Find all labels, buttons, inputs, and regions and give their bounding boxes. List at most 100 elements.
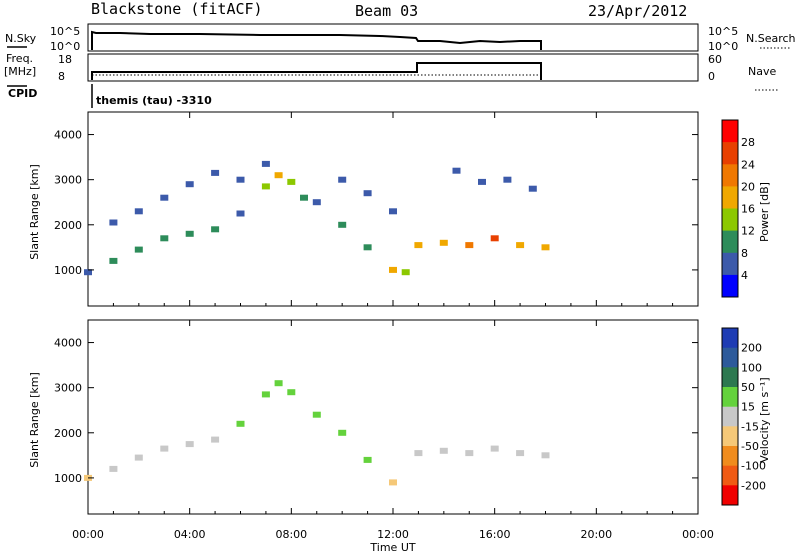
velocity-colorbar: 200 100 50 15 -15 -50 -100 -200 Velocity [m s⁻¹… <box>721 327 771 506</box>
power-point <box>401 269 410 276</box>
velocity-colorbar-label: -15 <box>741 420 759 433</box>
y-tick-label: 3000 <box>54 174 82 187</box>
freq-unit: [MHz] <box>4 65 36 78</box>
power-point <box>389 208 397 215</box>
x-tick-label: 00:00 <box>682 528 714 541</box>
cpid-text: themis (tau) -3310 <box>96 94 212 107</box>
power-colorbar-label: 16 <box>741 203 755 216</box>
freq-tick-bottom: 8 <box>58 70 65 83</box>
power-point <box>541 244 550 251</box>
velocity-point <box>439 447 448 454</box>
power-colorbar-swatch <box>722 274 738 298</box>
velocity-colorbar-label: 15 <box>741 401 755 414</box>
power-point <box>109 219 118 226</box>
velocity-colorbar-label: -100 <box>741 460 766 473</box>
power-point <box>516 242 525 249</box>
nave-label: Nave <box>748 65 776 78</box>
power-point <box>236 176 245 183</box>
freq-tick-top: 18 <box>58 53 72 66</box>
power-point <box>160 235 169 242</box>
velocity-colorbar-label: 100 <box>741 361 762 374</box>
velocity-point <box>465 450 474 457</box>
power-colorbar-label: 24 <box>741 158 755 171</box>
noise-left-tick-bottom: 10^0 <box>50 40 80 53</box>
power-colorbar-swatch <box>722 252 738 276</box>
power-y-ticks: 4000 3000 2000 1000 <box>54 129 698 277</box>
power-point <box>274 172 283 179</box>
x-tick-label: 04:00 <box>174 528 206 541</box>
power-point <box>439 239 448 246</box>
power-point <box>185 181 194 188</box>
velocity-data-points <box>84 380 550 486</box>
x-tick-label: 08:00 <box>275 528 307 541</box>
y-tick-label: 3000 <box>54 382 82 395</box>
velocity-point <box>160 445 169 452</box>
velocity-colorbar-title: Velocity [m s⁻¹] <box>758 377 771 462</box>
power-data-points <box>84 160 550 276</box>
nsky-label: N.Sky <box>5 32 37 45</box>
nsearch-label: N.Search <box>746 32 796 45</box>
freq-panel: Freq. [MHz] CPID 18 8 60 0 Nave <box>4 52 778 100</box>
noise-right-tick-bottom: 10^0 <box>708 40 738 53</box>
x-tick-label: 16:00 <box>479 528 511 541</box>
power-colorbar-swatch <box>722 186 738 209</box>
x-tick-label: 00:00 <box>72 528 104 541</box>
power-point <box>261 183 270 190</box>
nave-tick-top: 60 <box>708 53 722 66</box>
noise-sky-line <box>91 30 542 50</box>
power-point <box>503 176 512 183</box>
power-colorbar: 28 24 20 16 12 8 4 Power [dB] <box>721 119 771 298</box>
power-point <box>185 230 194 237</box>
power-point <box>338 221 347 228</box>
power-point <box>211 169 220 176</box>
velocity-point <box>389 479 397 486</box>
y-tick-label: 2000 <box>54 219 82 232</box>
velocity-colorbar-label: -50 <box>741 440 759 453</box>
velocity-colorbar-label: -200 <box>741 479 766 492</box>
power-colorbar-label: 28 <box>741 136 755 149</box>
power-point <box>261 160 270 167</box>
power-point <box>363 190 372 197</box>
velocity-colorbar-swatch <box>722 367 738 388</box>
beam-title: Beam 03 <box>355 2 418 20</box>
power-point <box>134 246 143 253</box>
velocity-point <box>516 450 525 457</box>
power-colorbar-frame <box>721 119 739 298</box>
power-colorbar-label: 4 <box>741 269 748 282</box>
velocity-point <box>338 429 347 436</box>
power-panel: 4000 3000 2000 1000 Slant Range [km] <box>28 111 699 307</box>
power-point <box>414 242 423 249</box>
power-point <box>134 208 143 215</box>
power-colorbar-label: 20 <box>741 180 755 193</box>
x-tick-label: 12:00 <box>377 528 409 541</box>
velocity-point <box>109 465 118 472</box>
velocity-colorbar-swatch <box>722 328 738 349</box>
velocity-colorbar-swatch <box>722 465 738 486</box>
x-axis-ticks: 00:00 04:00 08:00 12:00 16:00 20:00 00:00 <box>72 112 714 541</box>
velocity-point <box>490 445 499 452</box>
power-point <box>389 266 397 273</box>
power-point <box>490 235 499 242</box>
power-colorbar-title: Power [dB] <box>758 182 771 242</box>
velocity-point <box>541 452 550 459</box>
velocity-colorbar-swatch <box>722 426 738 447</box>
noise-panel: N.Sky 10^5 10^0 10^5 10^0 N.Search <box>5 23 796 53</box>
power-point <box>363 244 372 251</box>
power-colorbar-label: 8 <box>741 247 748 260</box>
velocity-colorbar-label: 50 <box>741 381 755 394</box>
velocity-colorbar-swatch <box>722 347 738 368</box>
power-point <box>452 167 461 174</box>
power-point <box>211 226 220 233</box>
noise-right-tick-top: 10^5 <box>708 25 738 38</box>
y-tick-label: 1000 <box>54 264 82 277</box>
freq-label: Freq. <box>6 52 33 65</box>
velocity-point <box>211 436 220 443</box>
velocity-point <box>287 389 296 396</box>
velocity-point <box>274 380 283 387</box>
velocity-colorbar-swatch <box>722 485 738 506</box>
nave-tick-bottom: 0 <box>708 70 715 83</box>
date-title: 23/Apr/2012 <box>588 2 687 20</box>
velocity-panel: 4000 3000 2000 1000 Slant Range [km] <box>28 319 699 515</box>
power-point <box>236 210 245 217</box>
